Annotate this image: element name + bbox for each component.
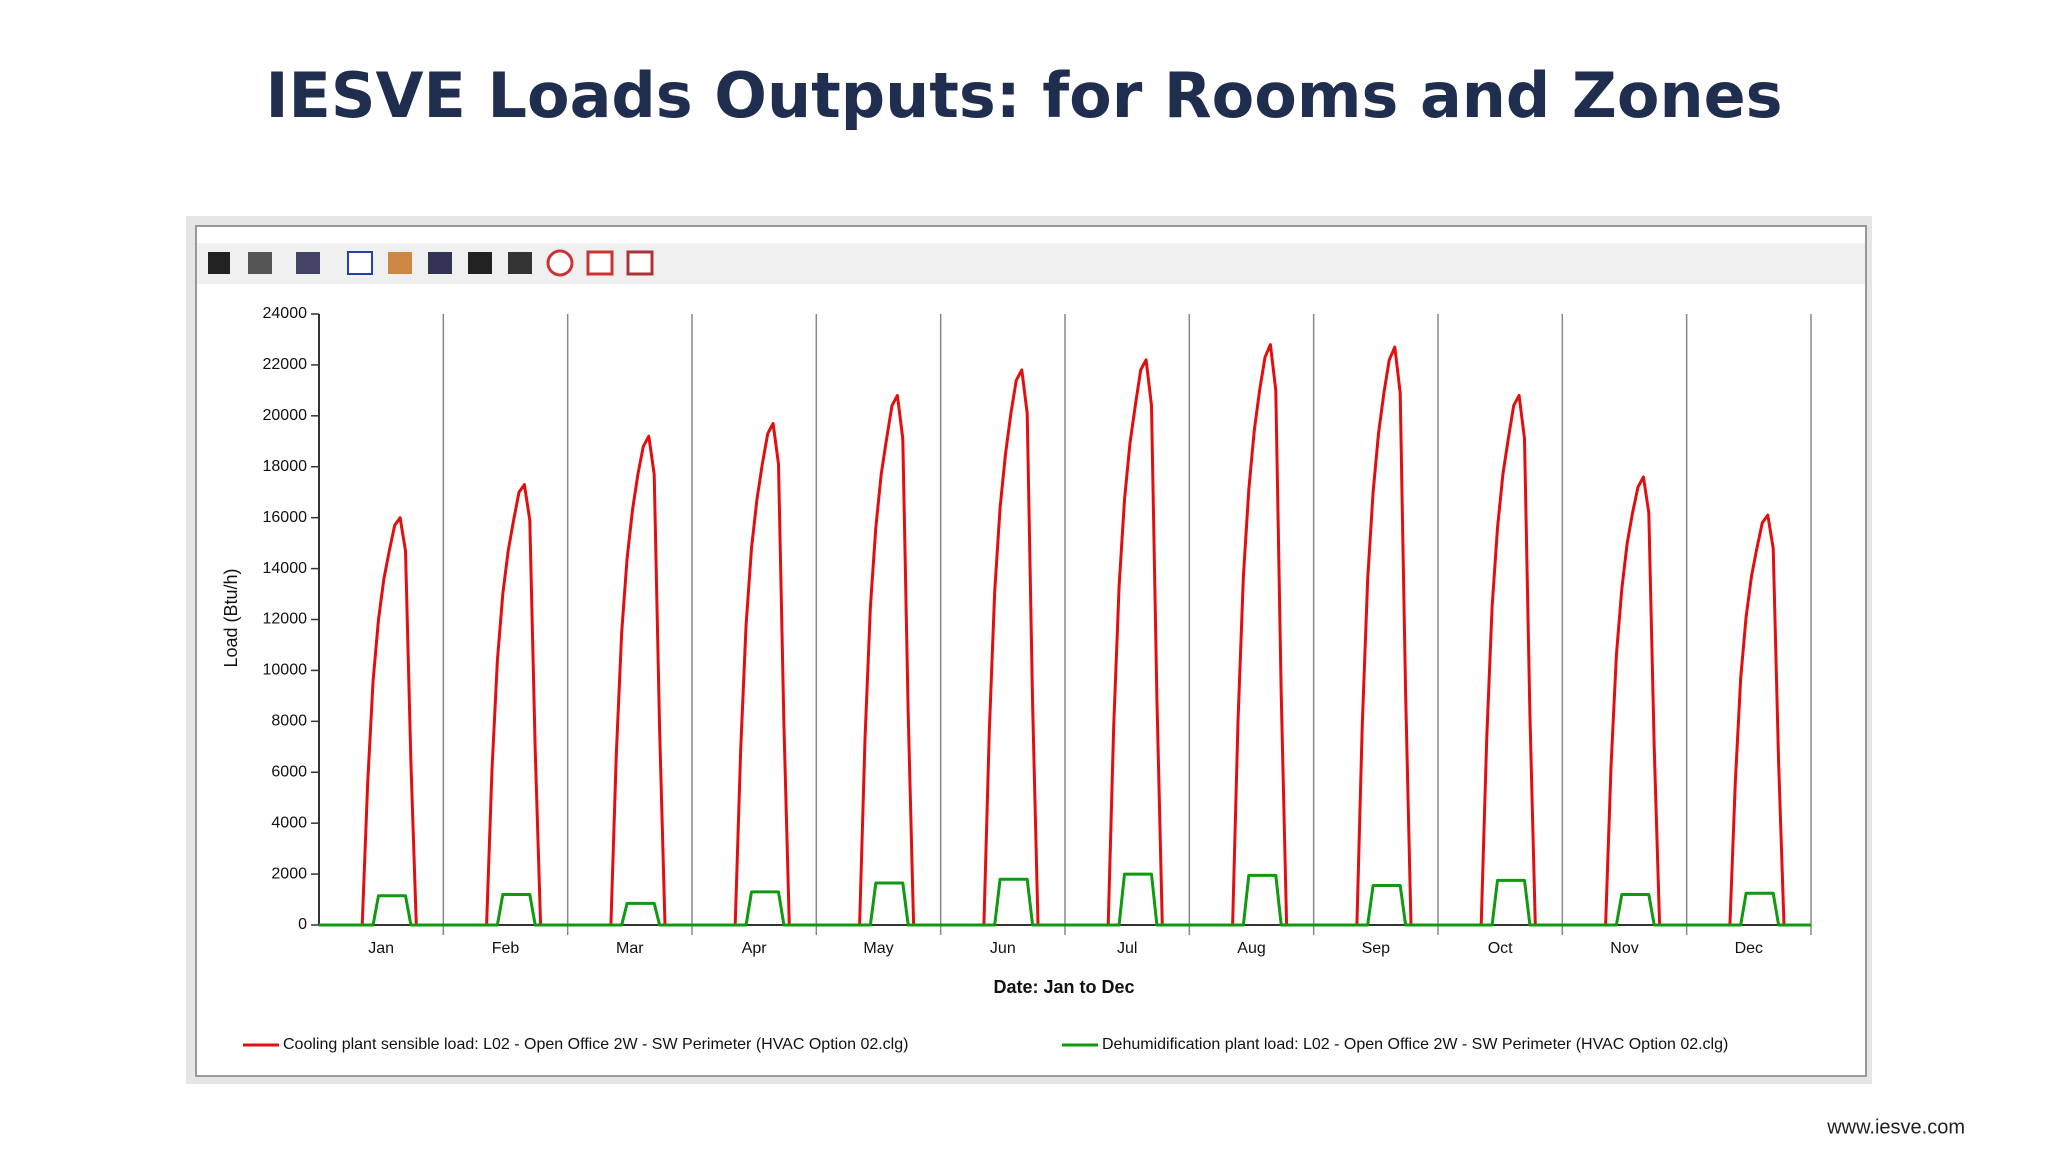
y-tick-label: 24000	[263, 305, 308, 322]
icon-report[interactable]	[586, 250, 614, 276]
series-line	[319, 872, 1811, 927]
website: www.iesve.com	[1826, 1116, 1965, 1138]
x-tick-label: Jun	[990, 940, 1016, 957]
x-tick-label: Feb	[492, 940, 520, 957]
x-tick-label: Oct	[1488, 940, 1513, 957]
icon-list[interactable]	[388, 252, 412, 274]
y-tick-label: 0	[298, 916, 307, 933]
x-tick-label: Jan	[368, 940, 394, 957]
icon-zoom[interactable]	[626, 250, 654, 276]
x-tick-label: Dec	[1735, 940, 1763, 957]
icon-clock[interactable]	[546, 249, 574, 277]
icon-save[interactable]	[208, 252, 230, 274]
legend-label: Dehumidification plant load: L02 - Open …	[1102, 1036, 1728, 1053]
icon-print[interactable]	[248, 252, 272, 274]
y-tick-label: 10000	[263, 662, 308, 679]
y-tick-label: 14000	[263, 560, 308, 577]
y-tick-label: 16000	[263, 509, 308, 526]
x-tick-label: Nov	[1610, 940, 1638, 957]
icon-copy[interactable]	[296, 252, 320, 274]
x-tick-label: May	[863, 940, 893, 957]
y-axis-label: Load (Btu/h)	[221, 568, 241, 667]
x-tick-label: Aug	[1237, 940, 1265, 957]
icon-help[interactable]	[508, 252, 532, 274]
y-tick-label: 8000	[271, 713, 307, 730]
y-tick-label: 2000	[271, 865, 307, 882]
x-tick-label: Sep	[1362, 940, 1391, 957]
x-tick-label: Apr	[742, 940, 768, 957]
y-tick-label: 12000	[263, 611, 308, 628]
toolbar-icons	[208, 249, 654, 277]
icon-chart[interactable]	[347, 251, 373, 275]
y-tick-label: 18000	[263, 458, 308, 475]
slide-title: IESVE Loads Outputs: for Rooms and Zones	[265, 59, 1782, 132]
x-tick-label: Mar	[616, 940, 644, 957]
y-tick-label: 4000	[271, 814, 307, 831]
y-tick-label: 6000	[271, 763, 307, 780]
icon-mu[interactable]	[468, 252, 492, 274]
legend-label: Cooling plant sensible load: L02 - Open …	[283, 1036, 908, 1053]
x-axis-label: Date: Jan to Dec	[993, 977, 1134, 997]
icon-camera[interactable]	[428, 252, 452, 274]
y-tick-label: 20000	[263, 407, 308, 424]
x-tick-label: Jul	[1117, 940, 1137, 957]
y-tick-label: 22000	[263, 356, 308, 373]
